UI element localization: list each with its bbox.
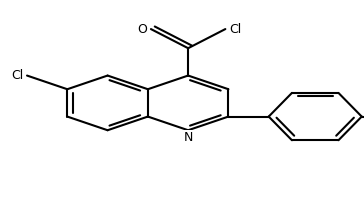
Text: N: N	[183, 131, 193, 144]
Text: Cl: Cl	[229, 22, 241, 36]
Text: Cl: Cl	[11, 69, 23, 82]
Text: O: O	[138, 22, 147, 36]
